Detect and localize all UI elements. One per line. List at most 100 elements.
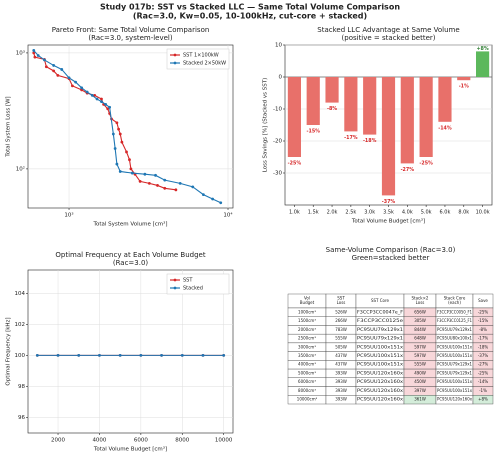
cell-text: PC95UU79x129x1 <box>437 362 472 367</box>
bar <box>438 77 452 122</box>
data-point <box>90 94 94 97</box>
cell-text: 393W <box>335 397 347 402</box>
legend-label: SST <box>183 278 193 284</box>
bar <box>419 77 433 157</box>
cell-text: PC95UU79x129x1 <box>357 327 404 332</box>
x-tick-label: 10⁴ <box>223 212 233 219</box>
bar <box>325 77 339 103</box>
cell-text: PC95UU100x151x <box>357 353 404 358</box>
data-point <box>118 170 122 173</box>
data-point <box>147 181 151 185</box>
cell-text: -37% <box>478 353 489 358</box>
data-point <box>129 167 133 171</box>
data-point <box>32 49 36 52</box>
chart-title: Optimal Frequency at Each Volume Budget <box>55 251 205 259</box>
column-header: Loss <box>416 300 425 305</box>
cell-text: F3CCP3CC0047e_F <box>357 309 404 314</box>
y-tick-label: 0 <box>279 75 283 81</box>
cell-text: PC95UU79x129x1 <box>357 336 404 341</box>
cell-text: 555W <box>335 336 347 341</box>
y-axis-label: Loss Savings [%] (Stacked vs SST) <box>263 78 269 172</box>
legend-marker <box>173 61 177 65</box>
data-point <box>111 132 115 136</box>
y-tick-label: 96 <box>18 415 25 421</box>
cell-text: 597W <box>414 353 426 358</box>
data-point <box>115 162 119 166</box>
cell-text: -14% <box>478 379 489 384</box>
y-tick-label: 98 <box>18 384 25 390</box>
x-tick-label: 6000 <box>134 438 148 444</box>
data-point <box>104 102 108 106</box>
x-tick-label: 4000 <box>92 438 106 444</box>
column-header: Vol <box>304 296 310 301</box>
figure-subtitle: (Rac=3.0, Kw=0.05, 10-100kHz, cut-core +… <box>133 12 367 21</box>
cell-text: -15% <box>478 318 489 323</box>
bar <box>287 77 301 157</box>
data-point <box>143 172 147 176</box>
cell-text: -27% <box>478 362 489 367</box>
x-axis-label: Total Volume Budget [cm³] <box>93 446 167 453</box>
chart-subtitle: Green=stacked better <box>352 254 430 262</box>
cell-text: -17% <box>478 336 489 341</box>
chart-subtitle: (positive = stacked better) <box>342 34 436 42</box>
cell-text: 397W <box>414 388 426 393</box>
data-point <box>106 107 110 111</box>
data-point <box>154 173 157 177</box>
data-point <box>163 186 167 190</box>
value-label: -37% <box>382 199 396 205</box>
data-point <box>117 127 120 131</box>
chart-subtitle: (Rac=3.0) <box>113 259 149 267</box>
data-point <box>115 121 119 125</box>
value-label: -14% <box>438 125 452 131</box>
cell-text: F3CCP3CC0125_F1 <box>437 318 472 323</box>
cell-text: 437W <box>335 362 347 367</box>
cell-text: -1% <box>479 388 487 393</box>
data-point <box>160 353 163 357</box>
y-tick-label: 10³ <box>16 49 25 56</box>
data-point <box>120 140 124 144</box>
bar <box>306 77 320 125</box>
x-tick-label: 8000 <box>175 438 189 444</box>
data-point <box>70 84 74 88</box>
cell-text: 555W <box>414 362 426 367</box>
data-point <box>60 68 64 71</box>
data-point <box>33 55 37 59</box>
legend-box <box>166 273 230 295</box>
cell-text: 393W <box>335 388 347 393</box>
cell-text: 10000cm³ <box>297 397 318 402</box>
cell-text: 393W <box>335 379 347 384</box>
cell-text: PC95UU120x160x <box>357 388 404 393</box>
x-tick-label: 2.5k <box>345 210 356 216</box>
cell-text: F3CCP3CC0125e <box>357 318 404 323</box>
cell-text: F3CCP3CC0050_F1 <box>437 309 472 314</box>
legend-marker <box>173 278 177 282</box>
cell-text: 844W <box>414 327 426 332</box>
data-point <box>100 100 103 104</box>
column-header: SST Core <box>371 298 390 303</box>
series-line <box>33 50 221 204</box>
x-tick-label: 1.5k <box>308 210 319 216</box>
legend-marker <box>173 53 177 57</box>
x-tick-label: 4.0k <box>402 210 413 216</box>
cell-text: -25% <box>478 370 489 375</box>
y-axis-label: Optimal Frequency [kHz] <box>6 317 12 385</box>
y-tick-label: 104 <box>15 291 26 297</box>
cell-text: PC95UU120x160x <box>357 397 404 402</box>
data-point <box>201 353 205 357</box>
cell-text: PC95UU100x151x <box>437 344 473 349</box>
cell-text: 3000cm³ <box>298 344 316 349</box>
value-label: -17% <box>344 135 358 141</box>
data-point <box>77 353 81 357</box>
value-label: -1% <box>459 84 469 90</box>
data-point <box>138 180 142 183</box>
cell-text: 656W <box>414 309 426 314</box>
cell-text: PC95UU80x100x1 <box>437 336 472 341</box>
cell-text: -25% <box>478 309 489 314</box>
data-point <box>56 353 60 357</box>
x-tick-label: 10000 <box>215 438 233 444</box>
cell-text: 361W <box>414 397 426 402</box>
cell-text: -8% <box>479 327 487 332</box>
cell-text: 505W <box>335 344 347 349</box>
data-point <box>56 73 60 77</box>
